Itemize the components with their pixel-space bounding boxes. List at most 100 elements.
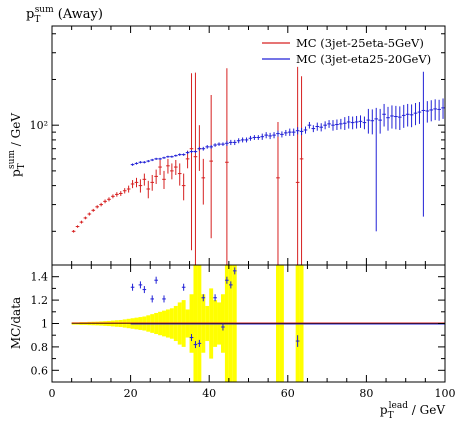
data-point bbox=[201, 146, 206, 151]
x-axis-title: pTlead / GeV bbox=[380, 401, 445, 421]
y-tick-label: 10² bbox=[30, 119, 48, 132]
data-point bbox=[193, 72, 198, 265]
data-point bbox=[162, 170, 166, 189]
data-point bbox=[437, 99, 441, 121]
data-point bbox=[158, 157, 162, 160]
ratio-point bbox=[193, 341, 198, 349]
data-point bbox=[327, 120, 331, 128]
x-tick-label: 40 bbox=[202, 387, 216, 400]
data-point bbox=[229, 139, 233, 146]
main-panel: 10² pTsum / GeV MC (3jet-25eta-5GeV) MC … bbox=[7, 25, 446, 266]
data-point bbox=[91, 208, 96, 212]
data-point bbox=[162, 156, 166, 159]
data-point bbox=[276, 130, 280, 137]
ratio-y-axis-title: MC/data bbox=[9, 297, 23, 349]
data-point bbox=[311, 125, 316, 133]
ratio-panel: 0.6 0.8 1 1.2 1.4 0 20 40 60 80 100 MC/data pTlead… bbox=[9, 264, 456, 421]
data-point bbox=[366, 108, 371, 134]
data-point bbox=[421, 71, 426, 217]
data-point bbox=[295, 127, 300, 135]
data-point bbox=[394, 105, 398, 130]
data-point bbox=[189, 150, 194, 154]
data-point bbox=[350, 116, 355, 130]
data-point bbox=[225, 140, 229, 146]
data-point bbox=[150, 174, 155, 191]
y-axis-title: pTsum / GeV bbox=[7, 113, 27, 177]
data-point bbox=[130, 180, 135, 189]
data-point bbox=[177, 163, 182, 186]
ratio-point bbox=[229, 281, 233, 289]
data-point bbox=[95, 205, 99, 209]
data-point bbox=[177, 153, 182, 156]
data-point bbox=[276, 121, 280, 265]
data-point bbox=[221, 142, 225, 146]
x-tick-label: 100 bbox=[435, 387, 456, 400]
data-point bbox=[209, 145, 213, 149]
data-point bbox=[354, 115, 359, 129]
ratio-point bbox=[221, 323, 225, 331]
data-point bbox=[232, 139, 237, 146]
data-point bbox=[260, 133, 265, 140]
data-point bbox=[181, 153, 186, 156]
data-point bbox=[201, 158, 206, 205]
ratio-point bbox=[154, 276, 158, 284]
data-point bbox=[75, 225, 80, 228]
data-point bbox=[346, 115, 351, 129]
data-point bbox=[142, 161, 147, 164]
ratio-point bbox=[225, 276, 229, 284]
data-point bbox=[197, 146, 202, 151]
ratio-point bbox=[232, 267, 237, 275]
data-point bbox=[370, 109, 375, 135]
data-point bbox=[146, 180, 151, 199]
data-point bbox=[217, 142, 221, 146]
data-point bbox=[240, 137, 245, 143]
data-point bbox=[71, 230, 76, 233]
data-point bbox=[181, 173, 186, 201]
data-point bbox=[154, 169, 158, 184]
data-point bbox=[158, 159, 162, 175]
ratio-point bbox=[181, 283, 186, 291]
data-point bbox=[295, 66, 300, 265]
data-point bbox=[268, 132, 272, 140]
data-point bbox=[323, 121, 327, 130]
ratio-point bbox=[213, 294, 217, 302]
data-point bbox=[173, 154, 178, 157]
data-point bbox=[213, 143, 217, 147]
data-point bbox=[173, 159, 178, 175]
data-point bbox=[331, 120, 335, 131]
data-point bbox=[335, 119, 339, 130]
data-point bbox=[170, 155, 174, 158]
data-point bbox=[244, 137, 249, 143]
x-tick-label: 60 bbox=[281, 387, 295, 400]
data-point bbox=[115, 192, 119, 197]
data-point bbox=[272, 132, 276, 139]
data-point bbox=[154, 157, 158, 160]
ratio-point bbox=[189, 334, 194, 342]
y-tick-label: 0.8 bbox=[31, 341, 49, 354]
data-point bbox=[378, 108, 382, 134]
data-point bbox=[252, 135, 257, 140]
data-point bbox=[166, 158, 170, 174]
data-point bbox=[433, 99, 437, 121]
ratio-frame bbox=[51, 264, 446, 383]
data-point bbox=[299, 127, 304, 136]
data-point bbox=[299, 76, 304, 265]
data-point bbox=[425, 101, 430, 123]
data-point bbox=[358, 115, 363, 128]
data-point bbox=[374, 107, 379, 232]
y-tick-label: 0.6 bbox=[31, 364, 49, 377]
data-point bbox=[79, 220, 84, 224]
data-point bbox=[134, 177, 139, 188]
data-point bbox=[284, 129, 288, 136]
data-point bbox=[413, 102, 418, 126]
data-point bbox=[103, 199, 107, 204]
data-point bbox=[342, 117, 347, 130]
data-point bbox=[339, 118, 343, 130]
data-point bbox=[150, 158, 155, 162]
x-tick-label: 0 bbox=[49, 387, 56, 400]
data-point bbox=[280, 131, 284, 138]
ratio-point bbox=[138, 281, 143, 289]
data-point bbox=[134, 162, 139, 165]
data-point bbox=[362, 116, 367, 130]
